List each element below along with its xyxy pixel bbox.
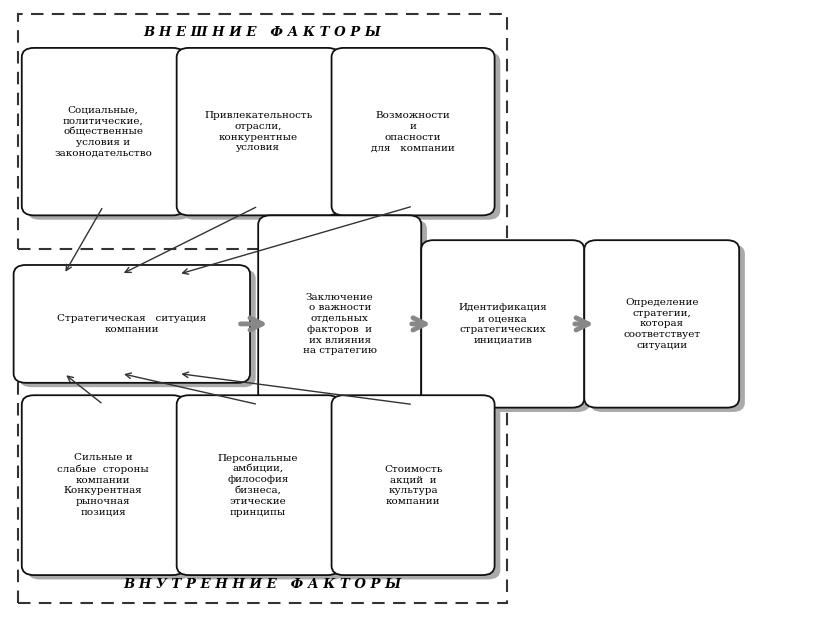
- FancyBboxPatch shape: [337, 52, 501, 220]
- FancyBboxPatch shape: [182, 399, 345, 579]
- FancyBboxPatch shape: [584, 240, 739, 407]
- FancyBboxPatch shape: [590, 244, 745, 412]
- FancyBboxPatch shape: [20, 269, 256, 387]
- FancyBboxPatch shape: [22, 395, 185, 575]
- FancyBboxPatch shape: [22, 48, 185, 216]
- FancyBboxPatch shape: [337, 399, 501, 579]
- Text: Сильные и
слабые  стороны
компании
Конкурентная
рыночная
позиция: Сильные и слабые стороны компании Конкур…: [57, 454, 149, 517]
- Bar: [18, 368, 507, 603]
- FancyBboxPatch shape: [331, 48, 495, 216]
- FancyBboxPatch shape: [28, 399, 191, 579]
- Text: Привлекательность
отрасли,
конкурентные
условия: Привлекательность отрасли, конкурентные …: [204, 111, 312, 152]
- FancyBboxPatch shape: [177, 395, 339, 575]
- Text: В Н Е Ш Н И Е   Ф А К Т О Р Ы: В Н Е Ш Н И Е Ф А К Т О Р Ы: [143, 26, 381, 39]
- Text: Возможности
и
опасности
для   компании: Возможности и опасности для компании: [371, 111, 455, 152]
- FancyBboxPatch shape: [258, 216, 421, 432]
- Text: Стоимость
акций  и
культура
компании: Стоимость акций и культура компании: [384, 465, 443, 506]
- Text: Социальные,
политические,
общественные
условия и
законодательство: Социальные, политические, общественные у…: [54, 106, 152, 158]
- FancyBboxPatch shape: [28, 52, 191, 220]
- Text: Персональные
амбиции,
философия
бизнеса,
этические
принципы: Персональные амбиции, философия бизнеса,…: [218, 454, 299, 516]
- FancyBboxPatch shape: [264, 220, 427, 437]
- Bar: [18, 14, 507, 249]
- Text: Идентификация
и оценка
стратегических
инициатив: Идентификация и оценка стратегических ин…: [458, 303, 547, 345]
- FancyBboxPatch shape: [421, 240, 584, 407]
- FancyBboxPatch shape: [331, 395, 495, 575]
- Text: В Н У Т Р Е Н Н И Е   Ф А К Т О Р Ы: В Н У Т Р Е Н Н И Е Ф А К Т О Р Ы: [124, 578, 402, 591]
- Text: Заключение
о важности
отдельных
факторов  и
их влияния
на стратегию: Заключение о важности отдельных факторов…: [303, 293, 377, 355]
- Text: Определение
стратегии,
которая
соответствует
ситуации: Определение стратегии, которая соответст…: [623, 298, 700, 350]
- Text: Стратегическая   ситуация
компании: Стратегическая ситуация компании: [57, 314, 206, 334]
- FancyBboxPatch shape: [177, 48, 339, 216]
- FancyBboxPatch shape: [14, 265, 250, 383]
- FancyBboxPatch shape: [182, 52, 345, 220]
- FancyBboxPatch shape: [427, 244, 590, 412]
